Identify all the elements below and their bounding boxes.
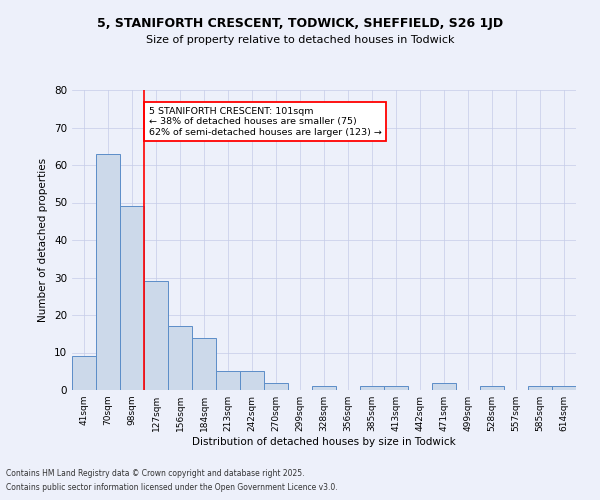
Text: 5, STANIFORTH CRESCENT, TODWICK, SHEFFIELD, S26 1JD: 5, STANIFORTH CRESCENT, TODWICK, SHEFFIE…: [97, 18, 503, 30]
Bar: [528, 386, 552, 390]
Bar: [264, 382, 288, 390]
Bar: [552, 386, 576, 390]
Bar: [168, 326, 192, 390]
X-axis label: Distribution of detached houses by size in Todwick: Distribution of detached houses by size …: [192, 437, 456, 447]
Bar: [384, 386, 408, 390]
Bar: [144, 281, 168, 390]
Text: Size of property relative to detached houses in Todwick: Size of property relative to detached ho…: [146, 35, 454, 45]
Bar: [72, 356, 96, 390]
Bar: [120, 206, 144, 390]
Text: 5 STANIFORTH CRESCENT: 101sqm
← 38% of detached houses are smaller (75)
62% of s: 5 STANIFORTH CRESCENT: 101sqm ← 38% of d…: [149, 107, 382, 136]
Bar: [432, 382, 456, 390]
Bar: [360, 386, 384, 390]
Y-axis label: Number of detached properties: Number of detached properties: [38, 158, 49, 322]
Bar: [240, 371, 264, 390]
Bar: [312, 386, 336, 390]
Bar: [216, 371, 240, 390]
Text: Contains HM Land Registry data © Crown copyright and database right 2025.: Contains HM Land Registry data © Crown c…: [6, 468, 305, 477]
Bar: [480, 386, 504, 390]
Text: Contains public sector information licensed under the Open Government Licence v3: Contains public sector information licen…: [6, 484, 338, 492]
Bar: [96, 154, 120, 390]
Bar: [192, 338, 216, 390]
